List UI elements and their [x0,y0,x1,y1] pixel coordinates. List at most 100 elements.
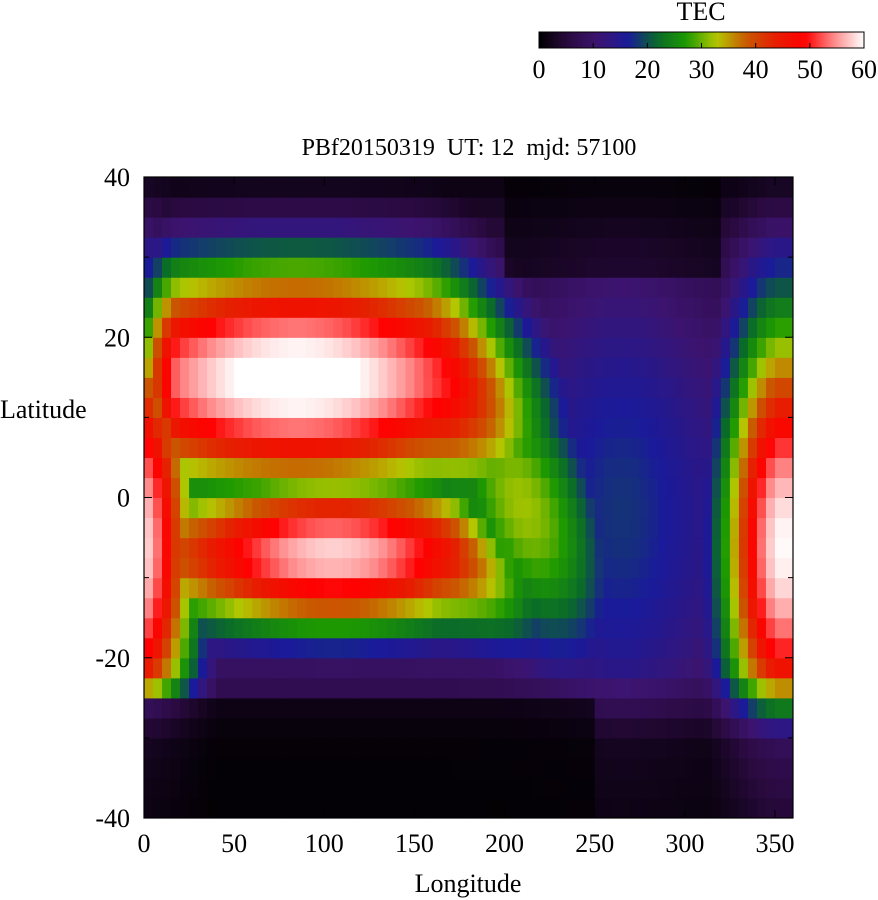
heatmap-cell [288,397,298,418]
heatmap-cell [270,717,280,739]
heatmap-cell [720,697,731,719]
heatmap-cell [747,757,758,779]
heatmap-cell [189,717,199,739]
heatmap-cell [351,257,361,278]
heatmap-cell [297,537,307,559]
heatmap-cell [360,617,370,639]
heatmap-cell [369,197,379,218]
heatmap-cell [198,617,208,639]
heatmap-cell [144,237,154,258]
heatmap-cell [774,257,785,278]
heatmap-cell [198,377,208,398]
heatmap-cell [603,577,614,599]
heatmap-cell [423,597,434,619]
heatmap-cell [756,617,767,639]
heatmap-cell [459,297,470,318]
heatmap-cell [513,237,524,258]
heatmap-cell [207,557,217,579]
heatmap-cell [315,457,325,479]
heatmap-cell [738,517,749,539]
heatmap-cell [612,497,623,519]
heatmap-cell [207,177,217,198]
heatmap-cell [351,297,361,318]
heatmap-cell [657,257,668,278]
heatmap-cell [207,217,217,238]
heatmap-cell [189,617,199,639]
heatmap-cell [729,317,740,338]
heatmap-cell [396,337,406,358]
heatmap-cell [774,377,785,398]
heatmap-cell [198,357,208,378]
heatmap-cell [306,717,316,739]
heatmap-cell [342,637,352,659]
heatmap-cell [513,377,524,398]
heatmap-cell [459,717,470,739]
heatmap-cell [234,377,244,398]
heatmap-cell [288,357,298,378]
heatmap-cell [252,477,262,499]
heatmap-cell [765,257,776,278]
heatmap-cell [657,237,668,258]
heatmap-cell [648,657,659,679]
heatmap-cell [711,217,722,238]
heatmap-cell [162,477,172,499]
heatmap-cell [396,317,406,338]
heatmap-cell [666,617,677,639]
heatmap-cell [693,617,704,639]
heatmap-cell [342,677,352,699]
heatmap-cell [729,737,740,759]
heatmap-cell [270,497,280,519]
heatmap-cell [378,337,388,358]
heatmap-cell [270,377,280,398]
heatmap-cell [765,437,776,459]
heatmap-cell [693,697,704,719]
heatmap-cell [747,457,758,479]
heatmap-cell [423,357,434,378]
heatmap-cell [270,437,280,459]
heatmap-cell [756,537,767,559]
heatmap-cell [639,417,650,439]
heatmap-cell [504,577,515,599]
heatmap-cell [648,297,659,318]
heatmap-cell [441,337,452,358]
heatmap-cell [297,457,307,479]
heatmap-cell [756,437,767,459]
heatmap-cell [207,697,217,719]
heatmap-cell [684,297,695,318]
heatmap-cell [234,537,244,559]
heatmap-cell [450,397,461,418]
heatmap-cell [702,457,713,479]
heatmap-cell [405,397,416,418]
heatmap-cell [522,757,533,779]
heatmap-cell [783,277,793,298]
heatmap-cell [531,357,542,378]
heatmap-cell [756,337,767,358]
heatmap-cell [540,517,551,539]
heatmap-cell [720,517,731,539]
colorbar-tick-label: 60 [851,55,877,84]
heatmap-cell [585,717,596,739]
heatmap-cell [369,717,379,739]
heatmap-cell [315,177,325,198]
heatmap-cell [765,277,776,298]
heatmap-cell [342,237,352,258]
heatmap-cell [162,497,172,519]
heatmap-cell [351,697,361,719]
heatmap-cell [315,797,325,818]
heatmap-cell [738,177,749,198]
heatmap-cell [396,277,406,298]
heatmap-cell [387,737,397,759]
heatmap-cell [414,337,425,358]
heatmap-cell [522,617,533,639]
heatmap-cell [747,737,758,759]
heatmap-cell [297,717,307,739]
heatmap-cell [720,577,731,599]
heatmap-cell [639,377,650,398]
heatmap-cell [513,677,524,699]
heatmap-cell [288,517,298,539]
heatmap-cell [387,297,397,318]
heatmap-cell [495,497,506,519]
heatmap-cell [432,397,443,418]
heatmap-cell [684,737,695,759]
heatmap-cell [477,317,488,338]
